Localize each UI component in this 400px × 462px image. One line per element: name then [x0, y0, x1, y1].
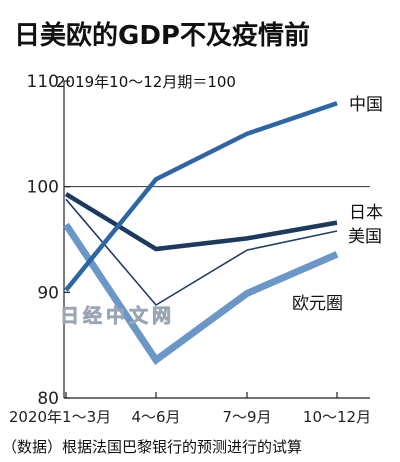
series-label-日本: 日本 — [349, 203, 383, 223]
series-label-欧元圈: 欧元圈 — [292, 294, 343, 314]
series-line-日本 — [64, 192, 338, 252]
series-label-美国: 美国 — [348, 227, 382, 247]
source-note: （数据）根据法国巴黎银行的预测进行的试算 — [2, 438, 302, 456]
series-line-中国 — [64, 101, 338, 292]
y-tick-label: 100 — [27, 178, 59, 198]
series-line-美国 — [65, 198, 338, 307]
watermark-text: 日经中文网 — [60, 304, 175, 327]
chart-title: 日美欧的GDP不及疫情前 — [14, 20, 310, 51]
y-tick-label: 90 — [37, 283, 59, 303]
x-tick-label: 2020年1～3月 — [9, 408, 111, 426]
series-lines-group — [63, 101, 339, 365]
y-tick-label: 110 — [27, 72, 59, 92]
series-line-欧元圈 — [63, 222, 339, 365]
y-tick-label: 80 — [37, 389, 59, 409]
chart-subtitle: 2019年10～12月期＝100 — [56, 73, 236, 91]
axes-group: 80 90 100 110 2020年1～3月 4～6月 7～9月 10～12月 — [9, 72, 371, 426]
x-tick-label: 7～9月 — [222, 408, 271, 426]
series-label-中国: 中国 — [349, 95, 383, 115]
x-tick-label: 10～12月 — [303, 408, 371, 426]
x-tick-label: 4～6月 — [131, 408, 180, 426]
